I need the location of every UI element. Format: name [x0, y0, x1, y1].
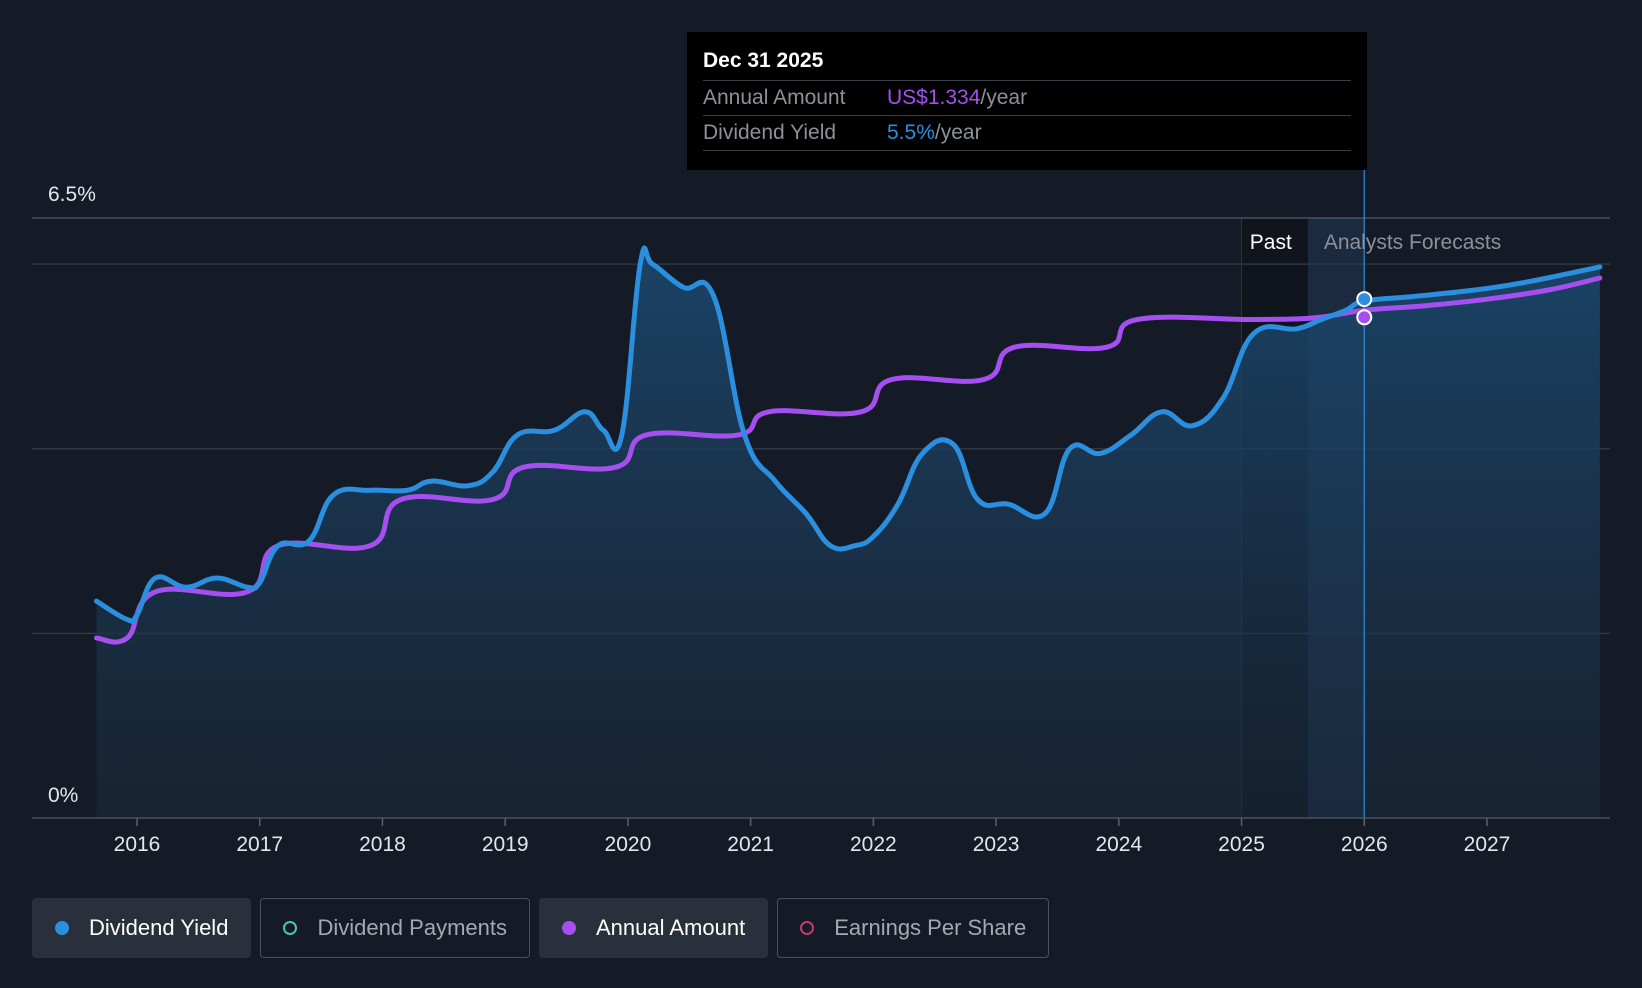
- legend-annual-amount-label: Annual Amount: [595, 915, 746, 940]
- x-tick-label: 2023: [973, 833, 1020, 856]
- legend: Dividend Yield Dividend Payments Annual …: [32, 898, 1050, 958]
- y-tick-label: 6.5%: [48, 183, 96, 206]
- x-tick-label: 2027: [1464, 833, 1511, 856]
- y-tick-label: 0%: [48, 784, 78, 807]
- x-tick-label: 2026: [1341, 833, 1388, 856]
- tooltip-date: Dec 31 2025: [703, 49, 824, 72]
- legend-dividend-payments-label: Dividend Payments: [317, 915, 507, 940]
- x-tick-label: 2019: [482, 833, 529, 856]
- legend-earnings-per-share-dot: [800, 921, 815, 935]
- tooltip-annual-row: Annual Amount US$1.334 /year: [703, 80, 1351, 115]
- x-tick-label: 2022: [850, 833, 897, 856]
- x-tick-label: 2016: [114, 833, 161, 856]
- annual-amount-marker: [1356, 309, 1373, 326]
- legend-dividend-yield[interactable]: Dividend Yield: [32, 898, 252, 958]
- tooltip-yield-unit: /year: [934, 121, 982, 144]
- legend-earnings-per-share-label: Earnings Per Share: [834, 915, 1027, 940]
- legend-dividend-payments-dot: [283, 921, 298, 935]
- tooltip-yield-row: Dividend Yield 5.5% /year: [703, 115, 1351, 151]
- x-tick-label: 2024: [1095, 833, 1142, 856]
- x-tick-label: 2025: [1218, 833, 1265, 856]
- x-tick-label: 2017: [236, 833, 283, 856]
- tooltip-annual-value: US$1.334: [887, 86, 981, 109]
- past-label: Past: [1250, 231, 1292, 254]
- dividend-yield-area: [96, 247, 1600, 818]
- tooltip-annual-label: Annual Amount: [703, 86, 846, 109]
- x-tick-label: 2020: [605, 833, 652, 856]
- legend-annual-amount[interactable]: Annual Amount: [538, 898, 769, 958]
- legend-annual-amount-dot: [561, 921, 576, 935]
- legend-dividend-yield-label: Dividend Yield: [89, 915, 229, 940]
- forecast-label: Analysts Forecasts: [1324, 231, 1501, 254]
- tooltip: Dec 31 2025 Annual Amount US$1.334 /year…: [687, 32, 1367, 170]
- dividend-yield-line: [94, 245, 1603, 624]
- x-tick-label: 2018: [359, 833, 406, 856]
- x-tick-label: 2021: [727, 833, 774, 856]
- tooltip-yield-value: 5.5%: [887, 121, 935, 144]
- dividend-yield-marker: [1356, 291, 1373, 308]
- legend-dividend-payments[interactable]: Dividend Payments: [260, 898, 530, 958]
- legend-earnings-per-share[interactable]: Earnings Per Share: [777, 898, 1050, 958]
- legend-dividend-yield-dot: [55, 921, 69, 935]
- tooltip-yield-label: Dividend Yield: [703, 121, 837, 144]
- tooltip-annual-unit: /year: [980, 86, 1028, 109]
